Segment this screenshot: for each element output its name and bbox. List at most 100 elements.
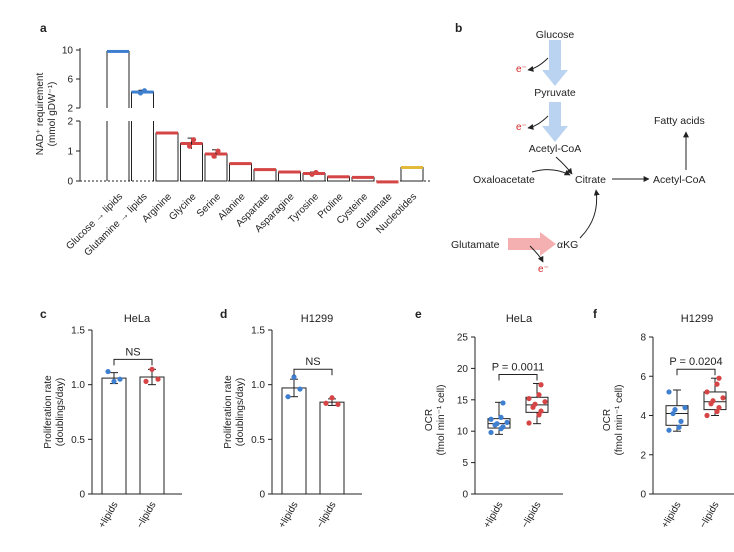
f-tick-label-0: 0 — [640, 490, 646, 501]
a-bar-5 — [229, 163, 252, 182]
electron-label-1: e⁻ — [516, 64, 527, 75]
pathway-diagram: Glucose Pyruvate Acetyl-CoA Oxaloacetate… — [451, 29, 706, 275]
electron-arrow-2 — [527, 115, 549, 130]
c-tick-label-1: 0.5 — [71, 435, 85, 446]
f-point-1-8 — [716, 375, 722, 381]
node-acetyl-coa: Acetyl-CoA — [529, 143, 582, 155]
f-point-1-5 — [720, 395, 726, 401]
f-tick-label-3: 6 — [640, 372, 646, 383]
electron-label-2: e⁻ — [516, 122, 527, 133]
arrow-oxaloacetate-citrate — [531, 169, 571, 176]
a-bar-lower-1 — [131, 121, 154, 181]
a-xlabel-3: Glycine — [167, 191, 199, 223]
f-point-1-1 — [714, 408, 720, 415]
chart-d-h1299-proliferation: H1299 0 0.5 1.0 1.5 Proliferation rate (doubli… — [223, 313, 362, 530]
node-citrate: Citrate — [575, 174, 606, 186]
d-xlabel-1: −lipids — [315, 500, 339, 530]
a-tick-label-lower-0: 0 — [67, 177, 73, 188]
node-fatty-acids: Fatty acids — [654, 115, 705, 127]
a-ylabel-line1: NAD⁺ requirement — [35, 73, 46, 156]
panel-label-b: b — [455, 21, 462, 35]
e-point-1-5 — [542, 399, 548, 405]
e-tick-label-5: 25 — [457, 333, 469, 344]
d-point-1-0 — [329, 395, 335, 401]
glucose-flux-arrow — [542, 40, 568, 86]
f-ylabel-line1: OCR — [602, 409, 613, 431]
d-tick-label-3: 1.5 — [251, 326, 265, 337]
c-point-1-1 — [143, 378, 149, 384]
c-title: HeLa — [124, 313, 151, 325]
f-xlabel-0: +lipids — [660, 500, 684, 530]
a-bar-cap-5 — [229, 162, 252, 166]
a-point-3-1 — [186, 143, 193, 149]
a-bar-cap-2 — [156, 131, 178, 135]
d-tick-label-1: 0.5 — [251, 435, 265, 446]
c-ylabel-line2: (doublings/day) — [55, 378, 66, 446]
f-point-0-6 — [666, 389, 672, 395]
electron-label-3: e⁻ — [538, 264, 549, 275]
f-point-0-2 — [678, 418, 684, 424]
a-bar-cap-6 — [254, 168, 276, 172]
e-point-1-7 — [536, 392, 542, 398]
e-xlabel-0: +lipids — [482, 500, 506, 530]
c-xlabel-1: −lipids — [135, 500, 159, 530]
a-point-3-0 — [190, 137, 197, 143]
a-bar-cap-7 — [278, 170, 301, 174]
a-tick-label-lower-1: 1 — [67, 147, 73, 158]
panel-label-a: a — [40, 21, 47, 35]
a-bar-cap-9 — [327, 175, 350, 179]
e-tick-label-3: 15 — [457, 395, 469, 406]
arrow-acetylcoa-citrate — [555, 156, 573, 175]
f-title: H1299 — [681, 313, 713, 325]
a-bar-12 — [400, 167, 424, 182]
a-bar-cap-12 — [401, 166, 423, 169]
e-tick-label-4: 20 — [457, 364, 469, 375]
a-tick-label-upper-2: 10 — [62, 46, 74, 57]
c-tick-label-2: 1.0 — [71, 380, 85, 391]
d-sig-label: NS — [305, 356, 320, 368]
a-point-8-1 — [309, 171, 315, 177]
c-bar-1 — [139, 376, 165, 495]
electron-arrow-3 — [529, 245, 544, 263]
f-tick-label-1: 2 — [640, 450, 646, 461]
a-point-1-0 — [141, 88, 148, 94]
e-point-0-0 — [488, 429, 494, 436]
f-tick-label-2: 4 — [640, 411, 646, 422]
d-point-0-0 — [291, 374, 297, 380]
f-point-1-0 — [704, 412, 710, 419]
e-tick-label-2: 10 — [457, 427, 469, 438]
e-sig-bracket — [498, 373, 538, 381]
node-oxaloacetate: Oxaloacetate — [473, 174, 535, 186]
e-point-1-6 — [526, 395, 532, 402]
f-point-1-2 — [716, 405, 722, 411]
a-bar-lower-0 — [106, 121, 130, 181]
e-ylabel-line1: OCR — [424, 409, 435, 431]
e-point-1-2 — [538, 408, 544, 414]
f-point-0-5 — [682, 405, 688, 411]
arrow-akg-citrate — [579, 189, 600, 239]
a-bar-cap-0 — [107, 49, 129, 53]
d-sig-bracket — [293, 368, 333, 376]
chart-f-h1299-ocr: H1299 0 2 4 6 8 OCR (fmol min⁻¹ cell) +lipids −li… — [602, 313, 734, 530]
a-bar-2 — [155, 132, 179, 182]
e-sig-label: P = 0.0011 — [492, 361, 545, 373]
panel-label-f: f — [593, 307, 598, 321]
panel-label-c: c — [40, 307, 47, 321]
node-glucose: Glucose — [536, 29, 575, 41]
e-ylabel-line2: (fmol min⁻¹ cell) — [436, 385, 447, 456]
d-point-1-2 — [335, 401, 341, 407]
e-xlabel-1: −lipids — [520, 500, 544, 530]
d-point-0-1 — [285, 394, 291, 400]
chart-c-hela-proliferation: HeLa 0 0.5 1.0 1.5 Proliferation rate (doublin… — [43, 313, 182, 530]
c-bar-0 — [101, 377, 127, 495]
f-point-1-7 — [714, 381, 720, 387]
d-point-1-1 — [323, 400, 329, 406]
pyruvate-flux-arrow — [542, 102, 568, 142]
node-pyruvate: Pyruvate — [534, 87, 576, 99]
a-ylabel-line2: (mmol gDW⁻¹) — [47, 82, 58, 147]
a-point-4-0 — [215, 148, 221, 154]
a-bar-cap-10 — [352, 175, 374, 179]
d-ylabel-line2: (doublings/day) — [235, 378, 246, 446]
